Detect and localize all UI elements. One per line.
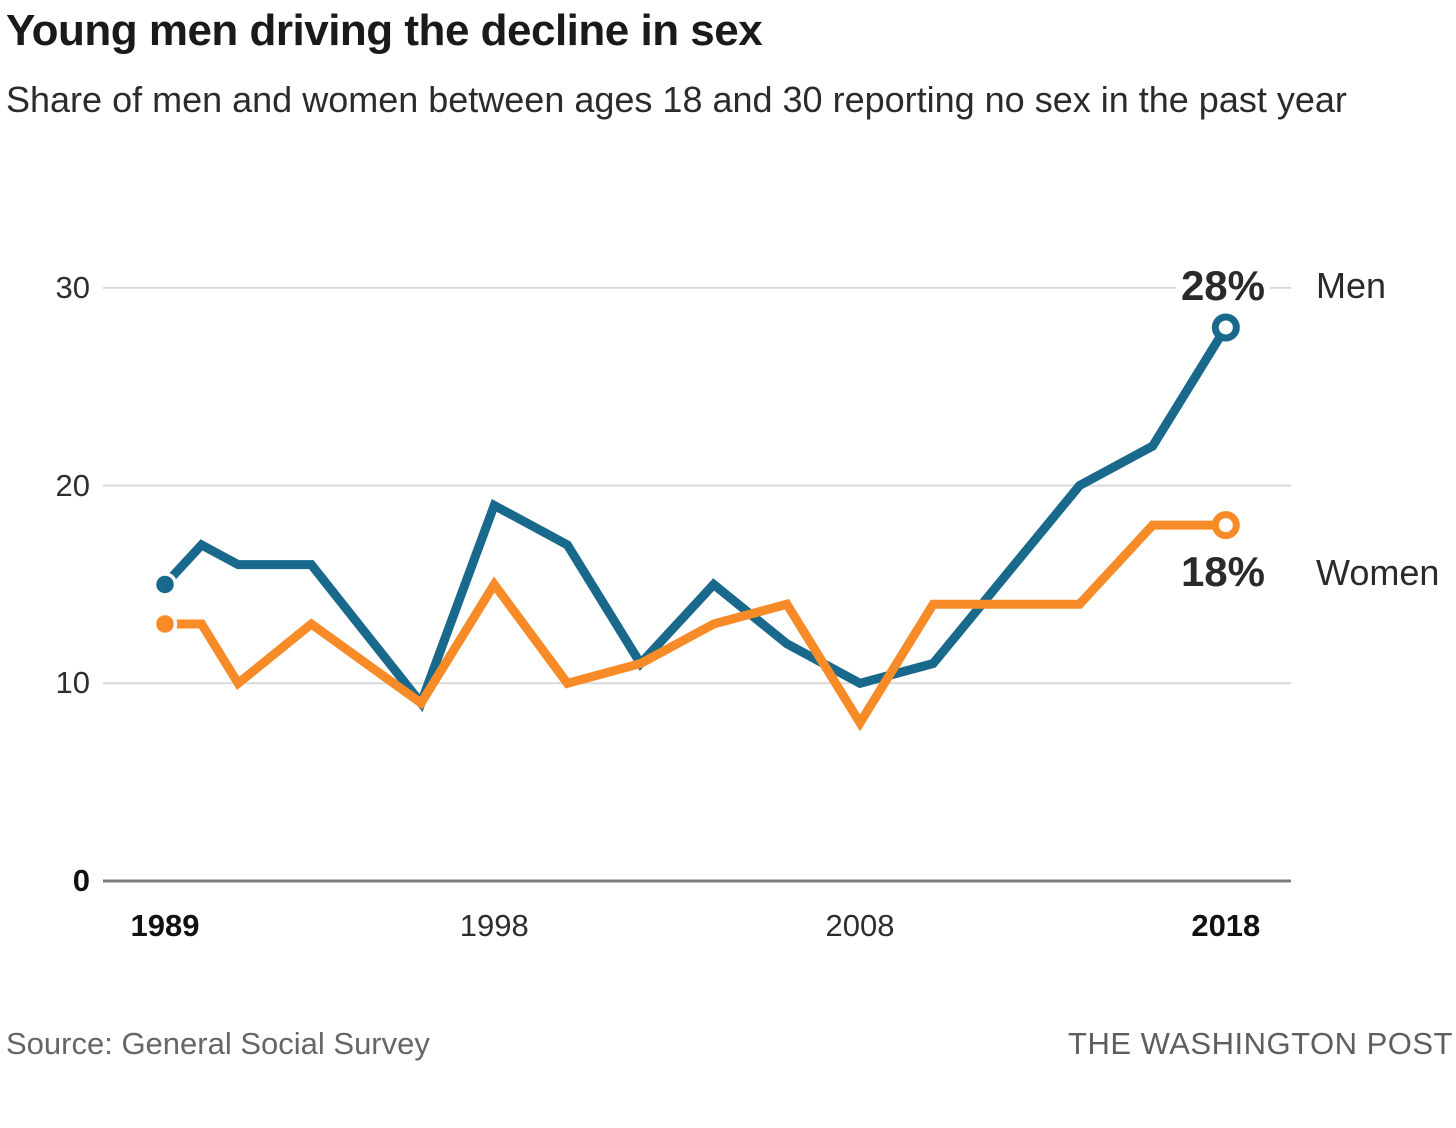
x-tick-2018: 2018	[1191, 908, 1261, 943]
page-title: Young men driving the decline in sex	[6, 6, 763, 55]
y-tick-20: 20	[55, 467, 90, 503]
start-dot-men	[152, 572, 178, 597]
start-dot-women	[152, 611, 178, 637]
series-line-women	[165, 520, 1226, 732]
x-tick-1989: 1989	[130, 908, 200, 943]
women-end-value-label: 18%	[1175, 551, 1270, 593]
x-tick-1998: 1998	[459, 908, 529, 943]
end-marker-men	[1211, 313, 1240, 342]
men-end-value-label: 28%	[1175, 265, 1270, 307]
y-tick-0: 0	[72, 863, 90, 898]
chart-subtitle: Share of men and women between ages 18 a…	[6, 79, 1347, 120]
publisher-credit: THE WASHINGTON POST	[1068, 1026, 1453, 1061]
y-tick-30: 30	[55, 269, 90, 305]
end-marker-women	[1211, 511, 1240, 540]
women-series-label: Women	[1316, 552, 1440, 593]
series-line-men	[161, 325, 1230, 713]
men-series-label: Men	[1316, 265, 1387, 306]
source-note: Source: General Social Survey	[6, 1026, 430, 1061]
y-tick-10: 10	[55, 665, 90, 701]
x-tick-2008: 2008	[825, 908, 895, 943]
